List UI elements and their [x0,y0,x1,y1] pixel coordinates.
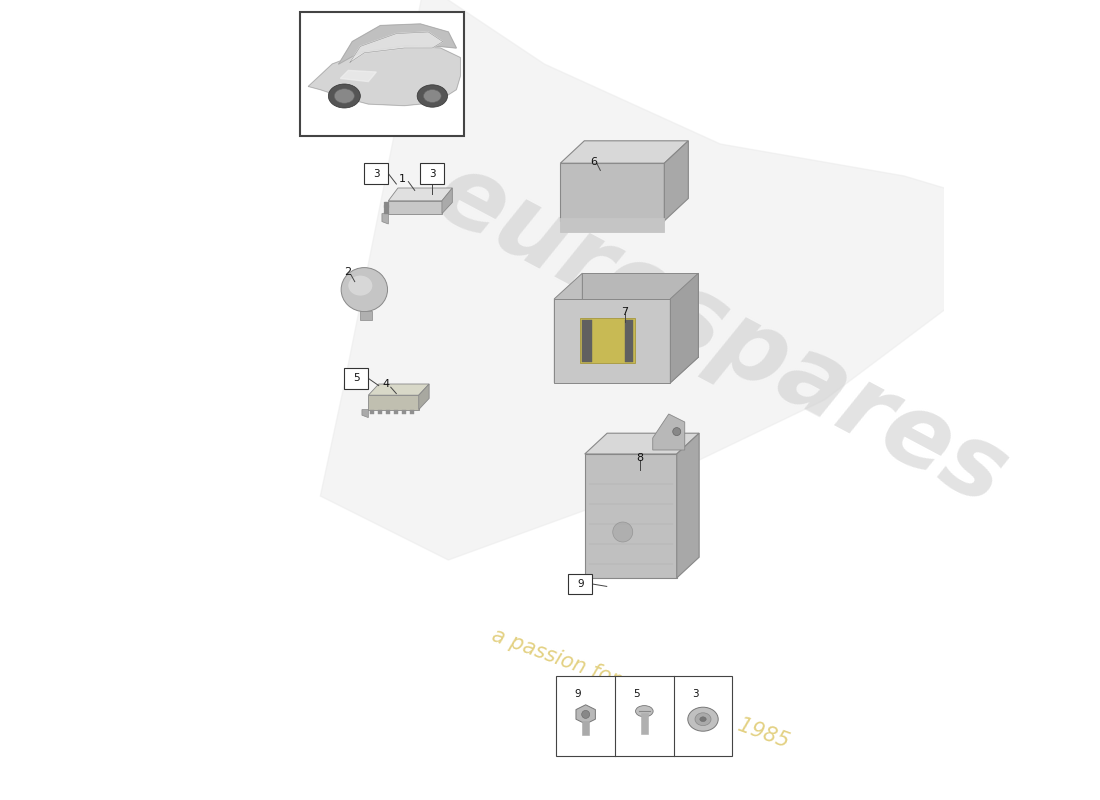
Polygon shape [419,384,429,410]
Bar [378,410,382,414]
Polygon shape [676,434,700,578]
Bar [384,204,388,206]
Text: 5: 5 [353,374,360,383]
Bar [394,410,398,414]
Text: 9: 9 [574,689,581,698]
Polygon shape [442,188,452,214]
Polygon shape [664,141,689,221]
Bar [344,368,369,389]
Text: 3: 3 [373,169,380,178]
Bar [300,12,464,136]
Polygon shape [652,414,684,450]
Bar [384,209,388,210]
Bar [410,410,414,414]
Ellipse shape [341,267,387,311]
Bar [370,410,374,414]
Text: 1: 1 [399,174,406,184]
Bar [582,320,592,362]
Ellipse shape [417,85,448,107]
Polygon shape [576,705,595,724]
Bar [386,410,389,414]
Polygon shape [362,410,369,418]
Polygon shape [388,188,452,201]
Polygon shape [554,299,670,383]
Text: 6: 6 [591,157,597,166]
Polygon shape [560,141,689,163]
Bar [384,206,388,208]
Polygon shape [308,46,460,106]
Ellipse shape [334,89,354,103]
Polygon shape [339,24,456,64]
Polygon shape [585,434,700,454]
Bar [384,202,388,203]
Polygon shape [581,318,635,363]
Bar [583,721,588,735]
Polygon shape [368,395,419,410]
Bar [641,713,648,734]
Ellipse shape [700,717,706,722]
Polygon shape [670,274,698,383]
Bar [364,163,388,184]
Polygon shape [388,201,442,214]
Text: 7: 7 [621,307,629,317]
Ellipse shape [349,275,372,296]
Polygon shape [560,163,664,221]
Ellipse shape [424,90,441,102]
Ellipse shape [636,706,653,717]
Polygon shape [582,274,698,357]
Ellipse shape [328,84,361,108]
Polygon shape [350,32,442,62]
Polygon shape [320,0,984,560]
Polygon shape [554,274,582,383]
Ellipse shape [582,710,590,718]
Text: 2: 2 [344,267,351,277]
Text: 4: 4 [383,379,389,389]
Ellipse shape [613,522,632,542]
Polygon shape [340,70,376,82]
Text: eurospares: eurospares [418,145,1022,527]
Bar [560,218,664,232]
Bar [625,320,634,362]
Polygon shape [585,454,676,578]
Polygon shape [368,384,429,395]
Polygon shape [361,311,372,320]
Text: 3: 3 [429,169,436,178]
Bar [569,574,592,594]
Bar [384,211,388,213]
Ellipse shape [688,707,718,731]
Bar [557,676,733,756]
Text: 8: 8 [636,453,644,462]
Ellipse shape [695,713,711,726]
Text: 3: 3 [692,689,698,698]
Polygon shape [382,214,388,224]
Bar [402,410,406,414]
Bar [420,163,444,184]
Text: a passion for parts since 1985: a passion for parts since 1985 [488,625,792,751]
Polygon shape [554,357,698,383]
Ellipse shape [673,427,681,435]
Text: 5: 5 [632,689,639,698]
Text: 9: 9 [578,579,584,589]
